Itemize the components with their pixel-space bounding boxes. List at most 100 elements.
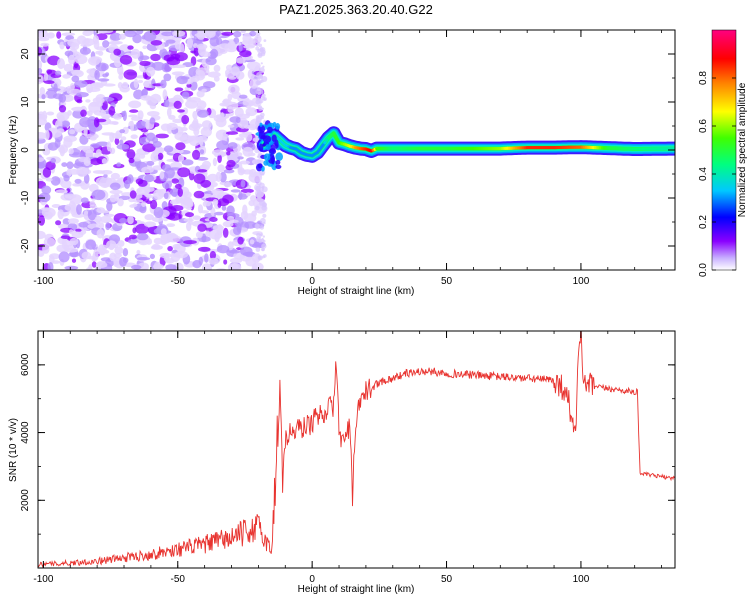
noise-blob bbox=[62, 218, 70, 226]
noise-blob bbox=[38, 157, 45, 162]
noise-blob bbox=[193, 173, 206, 184]
noise-blob bbox=[71, 75, 80, 83]
noise-blob bbox=[131, 264, 142, 270]
spectrogram-y-label: Frequency (Hz) bbox=[8, 116, 19, 185]
noise-blob bbox=[123, 69, 138, 80]
noise-blob bbox=[256, 36, 259, 39]
x-tick-label: 50 bbox=[441, 574, 453, 585]
noise-blob bbox=[103, 174, 108, 178]
noise-blob bbox=[151, 216, 164, 223]
noise-blob bbox=[132, 227, 137, 234]
noise-blob bbox=[207, 173, 219, 183]
noise-blob bbox=[143, 80, 150, 88]
noise-blob bbox=[160, 239, 167, 246]
noise-blob bbox=[212, 157, 217, 167]
noise-blob bbox=[135, 120, 148, 129]
noise-blob bbox=[38, 215, 45, 226]
noise-blob bbox=[223, 181, 232, 188]
noise-blob bbox=[96, 118, 107, 123]
noise-blob bbox=[197, 109, 209, 118]
noise-blob bbox=[226, 205, 235, 216]
noise-blob bbox=[233, 31, 242, 38]
noise-blob bbox=[120, 136, 127, 141]
spectrogram-x-ticks: -100 -50 0 50 100 bbox=[33, 30, 662, 287]
noise-blob bbox=[142, 143, 156, 153]
noise-blob bbox=[217, 48, 228, 55]
noise-blob bbox=[89, 204, 97, 209]
noise-blob bbox=[88, 56, 101, 66]
noise-blob bbox=[183, 191, 192, 199]
noise-blob bbox=[256, 194, 261, 198]
noise-blob bbox=[230, 189, 241, 193]
noise-blob bbox=[93, 109, 107, 116]
noise-blob bbox=[197, 204, 204, 214]
noise-blob bbox=[222, 227, 229, 238]
noise-blob bbox=[215, 129, 229, 141]
noise-blob bbox=[44, 130, 50, 140]
noise-blob bbox=[122, 81, 129, 89]
y-tick-label: 20 bbox=[20, 48, 31, 60]
noise-blob bbox=[106, 141, 112, 152]
noise-blob bbox=[256, 159, 262, 164]
noise-blob bbox=[72, 183, 83, 187]
noise-blob bbox=[141, 201, 147, 208]
noise-blob bbox=[208, 229, 223, 240]
noise-blob bbox=[263, 39, 267, 42]
noise-blob bbox=[201, 120, 212, 129]
noise-blob bbox=[217, 154, 222, 164]
noise-blob bbox=[192, 215, 201, 220]
noise-blob bbox=[119, 256, 127, 267]
noise-blob bbox=[240, 246, 253, 256]
noise-blob bbox=[38, 192, 51, 203]
noise-blob bbox=[185, 212, 194, 218]
noise-blob bbox=[40, 42, 50, 47]
noise-blob bbox=[237, 42, 242, 46]
noise-blob bbox=[256, 232, 261, 238]
chart-title: PAZ1.2025.363.20.40.G22 bbox=[279, 2, 433, 17]
transition-blob bbox=[258, 143, 264, 152]
noise-blob bbox=[235, 137, 245, 141]
spectrogram-x-label: Height of straight line (km) bbox=[298, 286, 415, 297]
noise-blob bbox=[175, 142, 186, 151]
transition-blob bbox=[263, 153, 271, 161]
noise-blob bbox=[145, 238, 153, 245]
x-tick-label: 0 bbox=[309, 574, 315, 585]
noise-blob bbox=[80, 109, 87, 117]
noise-blob bbox=[80, 43, 92, 47]
noise-blob bbox=[235, 57, 246, 64]
noise-blob bbox=[226, 151, 231, 156]
noise-blob bbox=[127, 174, 134, 184]
noise-blob bbox=[261, 173, 265, 176]
noise-blob bbox=[188, 97, 201, 103]
noise-blob bbox=[258, 74, 264, 80]
x-tick-label: 100 bbox=[573, 574, 590, 585]
noise-blob bbox=[86, 87, 101, 93]
noise-blob bbox=[239, 160, 251, 165]
noise-blob bbox=[63, 63, 74, 72]
y-tick-label: 0 bbox=[20, 147, 31, 153]
colorbar-gradient bbox=[711, 29, 737, 271]
noise-blob bbox=[45, 177, 53, 182]
noise-blob bbox=[38, 36, 50, 42]
noise-blob bbox=[260, 62, 263, 65]
noise-blob bbox=[80, 197, 89, 204]
noise-blob bbox=[172, 64, 187, 69]
colorbar-tick-label: 0.4 bbox=[698, 167, 709, 181]
noise-blob bbox=[227, 216, 235, 221]
noise-blob bbox=[171, 178, 179, 184]
noise-blob bbox=[41, 207, 56, 218]
noise-blob bbox=[263, 97, 267, 101]
signal-track-layer bbox=[255, 120, 675, 172]
noise-blob bbox=[116, 143, 130, 150]
noise-blob bbox=[57, 209, 65, 220]
noise-blob bbox=[260, 79, 264, 83]
noise-blob bbox=[255, 247, 261, 252]
noise-blob bbox=[257, 255, 263, 261]
noise-blob bbox=[59, 145, 65, 157]
noise-blob bbox=[242, 146, 254, 157]
noise-blob bbox=[44, 80, 55, 85]
noise-blob bbox=[226, 159, 236, 168]
noise-blob bbox=[227, 40, 236, 50]
noise-blob bbox=[66, 168, 72, 177]
noise-blob bbox=[48, 127, 58, 131]
